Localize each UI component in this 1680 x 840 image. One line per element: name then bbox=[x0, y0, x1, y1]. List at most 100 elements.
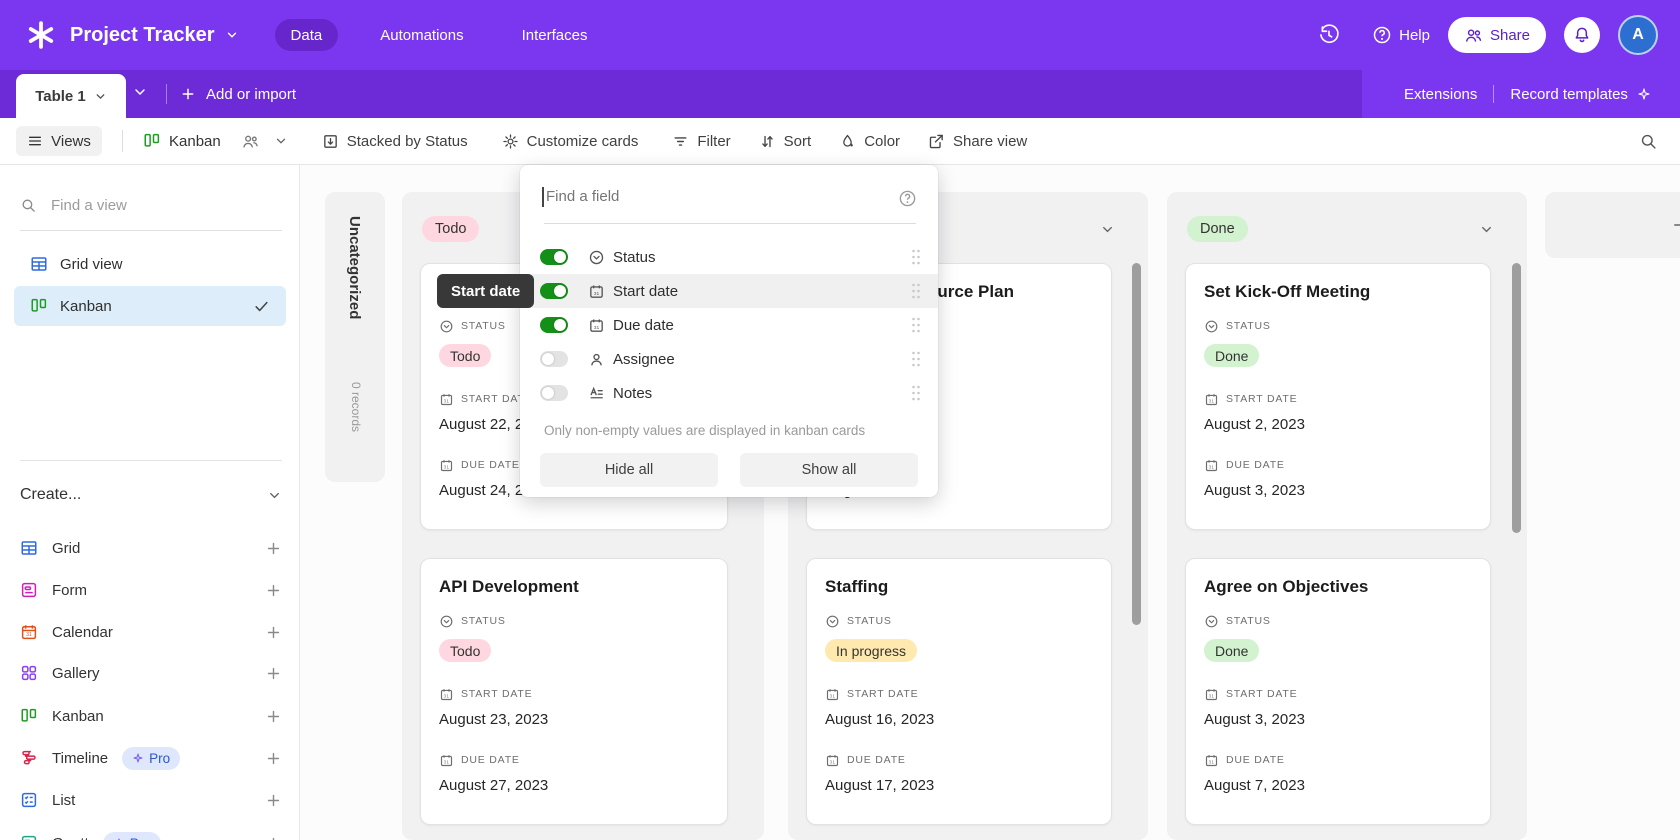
hide-all-button[interactable]: Hide all bbox=[540, 453, 718, 487]
column-in-progress-chevron-icon[interactable] bbox=[1100, 222, 1115, 237]
drag-handle-icon[interactable] bbox=[910, 350, 922, 368]
tabbar-divider bbox=[1493, 85, 1495, 103]
select-icon bbox=[1205, 320, 1218, 332]
app-logo-icon[interactable] bbox=[26, 20, 56, 50]
table-tab-table1[interactable]: Table 1 bbox=[16, 74, 126, 118]
create-section-header[interactable]: Create... bbox=[20, 480, 282, 510]
create-item-label: List bbox=[52, 791, 76, 809]
kanban-card[interactable]: Set Kick-Off Meeting STATUS Done 31 STAR… bbox=[1185, 263, 1491, 530]
share-button[interactable]: Share bbox=[1447, 17, 1546, 53]
plus-icon bbox=[272, 837, 275, 840]
create-item-form[interactable]: Form bbox=[20, 573, 282, 607]
extensions-button[interactable]: Extensions bbox=[1404, 85, 1478, 103]
plus-icon bbox=[267, 667, 280, 679]
field-row-assignee[interactable]: Assignee bbox=[520, 342, 938, 376]
create-item-label: Gantt bbox=[52, 835, 89, 840]
column-done-header-pill[interactable]: Done bbox=[1187, 216, 1248, 242]
color-label: Color bbox=[864, 132, 901, 150]
drag-handle-icon[interactable] bbox=[910, 316, 922, 334]
kanban-card[interactable]: API Development STATUS Todo 31 START DAT… bbox=[420, 558, 728, 825]
add-stack-plus-icon[interactable] bbox=[1670, 213, 1680, 237]
toggle-off[interactable] bbox=[540, 351, 568, 367]
drag-handle-icon[interactable] bbox=[910, 384, 922, 402]
create-item-gantt[interactable]: Gantt Pro bbox=[20, 826, 282, 840]
column-todo-header-pill[interactable]: Todo bbox=[422, 216, 480, 242]
view-toolbar: Views Kanban Stacked by Status Customize… bbox=[0, 118, 1680, 165]
views-button[interactable]: Views bbox=[16, 126, 102, 156]
kanban-view-icon bbox=[31, 298, 47, 312]
customize-cards-button[interactable]: Customize cards bbox=[502, 133, 638, 150]
calendar-icon: 31 bbox=[826, 754, 839, 766]
base-title-chevron-icon[interactable] bbox=[225, 28, 239, 42]
create-item-gallery[interactable]: Gallery bbox=[20, 656, 282, 690]
card-start-date-field: 31 START DATE bbox=[439, 391, 709, 407]
column-done-chevron-icon[interactable] bbox=[1479, 222, 1494, 237]
find-field-input[interactable] bbox=[544, 187, 878, 206]
person-icon bbox=[591, 353, 602, 365]
toggle-on[interactable] bbox=[540, 249, 568, 265]
column-scrollbar[interactable] bbox=[1132, 263, 1141, 625]
kanban-view-icon bbox=[144, 133, 160, 147]
base-title[interactable]: Project Tracker bbox=[70, 23, 215, 46]
card-title: Set Kick-Off Meeting bbox=[1204, 282, 1371, 301]
filter-button[interactable]: Filter bbox=[672, 133, 731, 150]
column-scrollbar[interactable] bbox=[1512, 263, 1521, 533]
toggle-on[interactable] bbox=[540, 283, 568, 299]
sort-button[interactable]: Sort bbox=[759, 133, 811, 150]
calendar-icon: 31 bbox=[1205, 393, 1218, 405]
field-row-due-date[interactable]: 31 Due date bbox=[520, 308, 938, 342]
add-or-import-button[interactable]: Add or import bbox=[180, 70, 296, 118]
field-row-start-date[interactable]: 31 Start date bbox=[520, 274, 938, 308]
record-templates-button[interactable]: Record templates bbox=[1510, 85, 1628, 103]
create-label: Create... bbox=[20, 486, 82, 503]
nav-tab-automations[interactable]: Automations bbox=[380, 26, 464, 44]
nav-tab-interfaces[interactable]: Interfaces bbox=[521, 26, 588, 44]
history-icon[interactable] bbox=[1318, 24, 1340, 46]
status-pill: Todo bbox=[439, 344, 492, 367]
toggle-off[interactable] bbox=[540, 385, 568, 401]
select-icon bbox=[1205, 615, 1218, 627]
create-item-grid[interactable]: Grid bbox=[20, 531, 282, 565]
stacked-by-button[interactable]: Stacked by Status bbox=[322, 133, 468, 150]
notifications-button[interactable] bbox=[1564, 17, 1600, 53]
drag-handle-icon[interactable] bbox=[910, 248, 922, 266]
nav-tab-data[interactable]: Data bbox=[274, 19, 339, 51]
add-stack-box[interactable] bbox=[1545, 192, 1680, 258]
sidebar-view-grid[interactable]: Grid view bbox=[14, 244, 286, 284]
due-date-value: August 3, 2023 bbox=[1204, 482, 1305, 499]
find-view-input[interactable] bbox=[49, 195, 253, 215]
status-pill: Todo bbox=[439, 639, 492, 662]
field-label: Start date bbox=[613, 282, 679, 300]
text-caret bbox=[542, 187, 544, 207]
help-button[interactable]: Help bbox=[1372, 25, 1430, 45]
create-item-kanban[interactable]: Kanban bbox=[20, 699, 282, 733]
calendar-icon: 31 bbox=[440, 393, 453, 405]
create-item-label: Gallery bbox=[52, 664, 100, 682]
uncategorized-count: 0 records bbox=[349, 382, 363, 433]
field-row-status[interactable]: Status bbox=[520, 240, 938, 274]
menu-icon bbox=[29, 136, 42, 146]
toggle-on[interactable] bbox=[540, 317, 568, 333]
drag-handle-icon[interactable] bbox=[910, 282, 922, 300]
kanban-card[interactable]: Agree on Objectives STATUS Done 31 START… bbox=[1185, 558, 1491, 825]
field-row-notes[interactable]: Notes bbox=[520, 376, 938, 410]
create-item-list[interactable]: List bbox=[20, 783, 282, 817]
sidebar-view-kanban[interactable]: Kanban bbox=[14, 286, 286, 326]
view-name-control[interactable]: Kanban bbox=[143, 132, 288, 151]
show-all-button[interactable]: Show all bbox=[740, 453, 918, 487]
find-view-search[interactable] bbox=[20, 188, 282, 222]
help-circle-icon[interactable] bbox=[898, 189, 917, 208]
column-uncategorized[interactable] bbox=[325, 192, 385, 482]
color-button[interactable]: Color bbox=[839, 133, 900, 150]
tables-dropdown-chevron-icon[interactable] bbox=[132, 84, 148, 100]
share-view-button[interactable]: Share view bbox=[928, 133, 1027, 150]
create-item-calendar[interactable]: 31 Calendar bbox=[20, 615, 282, 649]
kanban-card[interactable]: Staffing STATUS In progress 31 START DAT… bbox=[806, 558, 1112, 825]
create-item-timeline[interactable]: Timeline Pro bbox=[20, 741, 282, 775]
timeline-icon bbox=[22, 750, 36, 765]
field-label: Status bbox=[613, 248, 656, 266]
search-view-icon[interactable] bbox=[1639, 132, 1658, 151]
avatar[interactable]: A bbox=[1618, 15, 1658, 55]
calendar-icon: 31 bbox=[1205, 459, 1218, 471]
